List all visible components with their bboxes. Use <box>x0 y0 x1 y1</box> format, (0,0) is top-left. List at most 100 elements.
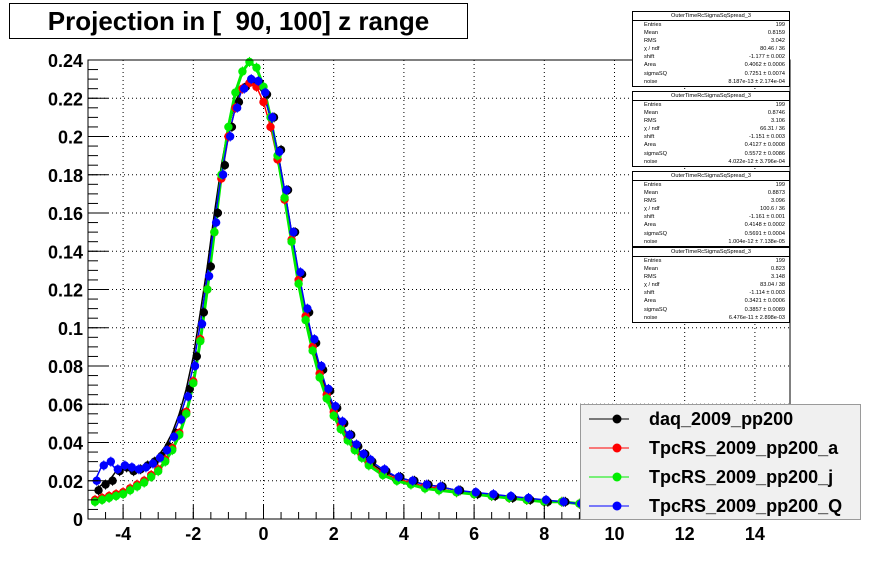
series-curve <box>94 59 580 506</box>
stat-row: noise 8.187e-13 ± 2.174e-04 <box>633 78 789 86</box>
stat-label: shift <box>644 214 655 221</box>
data-point <box>559 497 568 506</box>
stat-value: 0.8159 <box>767 30 785 37</box>
data-point <box>220 160 230 170</box>
y-tick-label: 0.16 <box>48 204 83 224</box>
stat-value: 6.476e-11 ± 2.898e-03 <box>728 314 785 321</box>
stat-row: noise 4.022e-12 ± 3.796e-04 <box>633 158 789 166</box>
data-point <box>204 271 214 281</box>
stat-label: Entries <box>644 102 662 108</box>
data-point <box>108 476 117 485</box>
data-point <box>134 465 144 474</box>
stat-label: RMS <box>644 198 657 205</box>
data-point <box>336 424 345 434</box>
legend: daq_2009_pp200 TpcRS_2009_pp200_a TpcRS_20… <box>580 404 861 520</box>
y-tick-label: 0.08 <box>48 357 83 377</box>
data-point <box>106 457 116 466</box>
legend-marker <box>589 472 629 482</box>
legend-entry: TpcRS_2009_pp200_a <box>581 434 860 463</box>
stat-label: Mean <box>644 266 658 273</box>
data-point <box>254 76 263 86</box>
stat-value: 199 <box>775 258 785 264</box>
data-point <box>308 346 317 355</box>
data-point <box>247 74 256 84</box>
x-tick-label: 8 <box>539 524 549 544</box>
stat-label: Mean <box>644 190 658 197</box>
stat-value: 0.7251 ± 0.0074 <box>744 70 785 77</box>
data-point <box>238 67 247 76</box>
stat-label: Area <box>644 142 656 149</box>
stat-value: 4.022e-12 ± 3.796e-04 <box>728 158 785 165</box>
stat-value: 3.042 <box>771 38 785 45</box>
stat-value: 199 <box>775 22 785 28</box>
data-point <box>331 401 340 411</box>
stat-label: sigmaSQ <box>644 150 668 157</box>
stat-value: 0.4127 ± 0.0008 <box>744 142 785 149</box>
data-point <box>154 466 163 476</box>
stat-value: 0.8746 <box>767 110 785 117</box>
stat-box: OuterTimeRcSigmaSqSpread_3 Entries 199 Mean… <box>632 247 790 323</box>
stat-label: sigmaSQ <box>644 230 668 237</box>
stat-row: Entries 199 <box>633 257 789 265</box>
stat-row: shift -1.177 ± 0.002 <box>633 53 789 61</box>
stat-value: 0.3421 ± 0.0006 <box>744 298 785 305</box>
data-point <box>324 384 333 394</box>
stat-value: 0.823 <box>771 266 785 273</box>
legend-entry: daq_2009_pp200 <box>581 405 860 434</box>
stat-label: χ / ndf <box>644 206 660 213</box>
stat-value: 8.187e-13 ± 2.174e-04 <box>728 78 785 85</box>
y-tick-label: 0.14 <box>48 242 83 262</box>
stat-label: Entries <box>644 182 662 188</box>
stat-label: sigmaSQ <box>644 70 668 77</box>
stat-label: shift <box>644 134 655 141</box>
stat-value: 0.4062 ± 0.0006 <box>744 62 785 69</box>
data-point <box>213 208 223 218</box>
stat-row: RMS 3.096 <box>633 197 789 205</box>
y-tick-label: 0.06 <box>48 395 83 415</box>
data-point <box>224 122 233 132</box>
data-point <box>422 480 431 489</box>
stat-row: shift -1.151 ± 0.003 <box>633 133 789 141</box>
series-points <box>90 56 588 509</box>
data-point <box>120 461 130 470</box>
data-point <box>104 493 114 503</box>
data-point <box>282 185 291 195</box>
data-point <box>182 409 191 419</box>
series-curve <box>94 80 580 505</box>
data-point <box>190 361 200 371</box>
stat-value: 3.148 <box>771 274 785 281</box>
data-point <box>225 132 235 141</box>
data-point <box>146 472 156 482</box>
data-point <box>345 430 354 440</box>
data-point <box>125 486 135 495</box>
data-point <box>315 373 324 382</box>
legend-marker <box>589 501 629 511</box>
data-point <box>118 489 128 499</box>
data-point <box>352 440 361 449</box>
stat-value: 83.04 / 38 <box>760 282 785 289</box>
data-point <box>289 227 298 237</box>
stat-row: Area 0.3421 ± 0.0006 <box>633 297 789 305</box>
data-point <box>280 193 289 202</box>
axis-ticks <box>87 59 791 520</box>
stat-value: 0.4148 ± 0.0002 <box>744 222 785 229</box>
data-point <box>113 465 123 474</box>
stat-value: 100.6 / 36 <box>760 206 785 213</box>
x-tick-label: -4 <box>115 524 131 544</box>
stat-label: Area <box>644 62 656 69</box>
data-point <box>99 461 108 470</box>
title-box: Projection in [ 90, 100] z range <box>9 3 468 39</box>
legend-dot <box>612 472 622 482</box>
stat-row: shift -1.161 ± 0.001 <box>633 213 789 221</box>
data-point <box>155 453 165 462</box>
data-point <box>210 227 219 237</box>
stat-label: RMS <box>644 38 657 45</box>
stat-row: sigmaSQ 0.7251 ± 0.0074 <box>633 70 789 78</box>
data-point <box>329 411 338 420</box>
chart-title: Projection in [ 90, 100] z range <box>47 6 430 36</box>
data-point <box>132 482 142 491</box>
stat-label: Entries <box>644 258 662 264</box>
data-point <box>489 489 498 499</box>
stat-row: Mean 0.8159 <box>633 29 789 37</box>
stat-label: RMS <box>644 274 657 281</box>
